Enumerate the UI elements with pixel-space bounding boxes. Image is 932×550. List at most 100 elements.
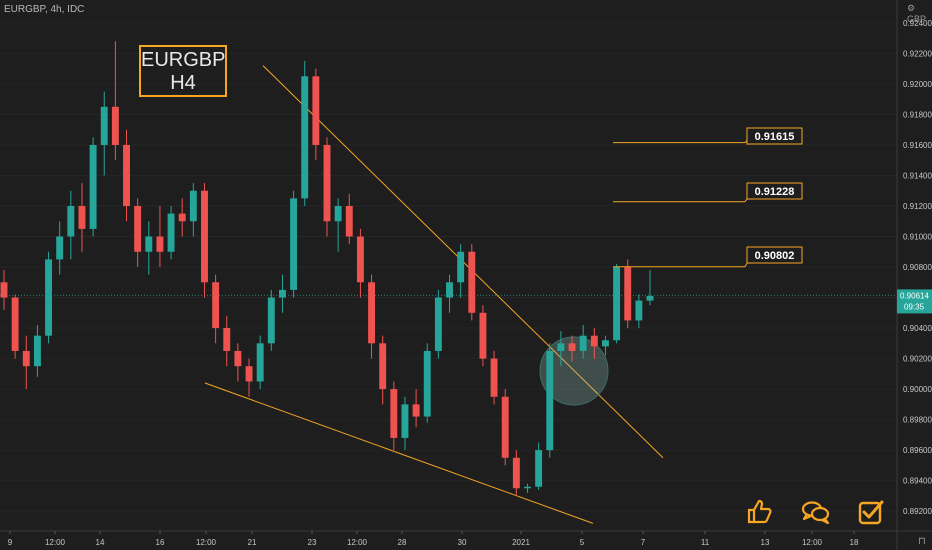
candle-body: [156, 236, 164, 252]
candle-body: [345, 205, 353, 237]
y-tick-label: 0.90000: [903, 385, 932, 394]
y-tick-label: 0.89600: [903, 446, 932, 455]
candle-body: [401, 404, 409, 438]
currency-label: ⚙ GBP: [907, 3, 932, 24]
price-level-label: 0.90802: [755, 250, 795, 262]
y-tick-label: 0.91000: [903, 233, 932, 242]
time-axis[interactable]: 9 12:00 14 16 12:00 21 23 12:00 28 30 2021 5 7 11 13 12…: [0, 530, 932, 547]
magnet-icon[interactable]: ⊓: [918, 536, 926, 547]
y-tick-label: 0.89200: [903, 507, 932, 516]
candle-body: [78, 205, 86, 229]
candle-body: [145, 236, 153, 252]
x-tick-label: 11: [701, 538, 710, 547]
settings-icon[interactable]: ⚙: [907, 3, 916, 13]
candle-body: [167, 213, 175, 252]
price-level-label: 0.91228: [755, 186, 795, 198]
candle-body: [67, 205, 75, 237]
candle-body: [457, 251, 465, 283]
y-tick-label: 0.91600: [903, 141, 932, 150]
x-tick-label: 21: [248, 538, 257, 547]
candle-body: [368, 282, 376, 344]
y-tick-label: 0.91800: [903, 110, 932, 119]
candle-body: [56, 236, 64, 260]
candle-body: [379, 343, 387, 390]
candles: [0, 41, 654, 496]
y-tick-label: 0.91400: [903, 171, 932, 180]
x-tick-label: 14: [96, 538, 105, 547]
candle-body: [178, 213, 186, 222]
price-level-label: 0.91615: [755, 131, 795, 143]
x-tick-label: 5: [580, 538, 585, 547]
candle-body: [189, 190, 197, 222]
price-level-box: [746, 246, 803, 264]
lower-trendline: [204, 382, 594, 524]
candle-body: [501, 396, 509, 458]
x-tick-label: 18: [850, 538, 859, 547]
current-price-value: 0.90614: [900, 291, 929, 300]
x-tick-label: 28: [398, 538, 407, 547]
candle-body: [0, 282, 8, 298]
candle-body: [535, 450, 543, 487]
y-tick-label: 0.92000: [903, 80, 932, 89]
candle-body: [601, 340, 609, 347]
candle-body: [479, 312, 487, 359]
candle-body: [22, 350, 30, 367]
candle-body: [490, 358, 498, 397]
candle-body: [557, 343, 565, 351]
candle-body: [613, 267, 621, 341]
candle-body: [267, 297, 275, 344]
candle-body: [546, 350, 554, 451]
candle-body: [512, 457, 520, 489]
candle-body: [356, 236, 364, 283]
title-line-2: H4: [170, 72, 196, 94]
y-tick-label: 0.89800: [903, 416, 932, 425]
candle-body: [524, 486, 531, 489]
candle-body: [590, 335, 598, 347]
x-tick-label: 12:00: [802, 538, 823, 547]
price-level-box: [746, 182, 803, 200]
price-levels: 0.91615 0.91228 0.90802: [613, 127, 803, 268]
y-tick-label: 0.92400: [903, 19, 932, 28]
candle-body: [111, 106, 119, 145]
trendlines: [204, 65, 664, 524]
candle-body: [256, 343, 264, 382]
title-line-1: EURGBP: [141, 49, 226, 71]
x-tick-label: 12:00: [45, 538, 66, 547]
candle-body: [278, 289, 286, 298]
candle-body: [123, 144, 130, 206]
candle-body: [635, 300, 643, 321]
currency-text: GBP: [907, 14, 927, 24]
x-tick-label: 23: [308, 538, 317, 547]
candle-body: [646, 296, 654, 301]
candle-body: [446, 282, 453, 298]
chat-bubbles-icon[interactable]: [801, 499, 831, 525]
candle-body: [568, 343, 576, 351]
candle-body: [390, 389, 398, 438]
candle-body: [468, 251, 476, 313]
candle-body: [290, 198, 298, 290]
y-tick-label: 0.90200: [903, 355, 932, 364]
x-tick-label: 2021: [512, 538, 530, 547]
x-tick-label: 13: [761, 538, 770, 547]
candle-body: [234, 350, 242, 367]
candle-body: [245, 366, 253, 382]
y-tick-label: 0.92200: [903, 49, 932, 58]
x-tick-label: 30: [458, 538, 467, 547]
thumbs-up-icon[interactable]: [746, 497, 774, 525]
y-tick-label: 0.90400: [903, 324, 932, 333]
x-tick-label: 9: [8, 538, 13, 547]
checkbox-icon[interactable]: [857, 498, 885, 526]
x-tick-label: 12:00: [196, 538, 217, 547]
candle-body: [134, 205, 142, 252]
candle-body: [11, 297, 19, 351]
y-tick-label: 0.90800: [903, 263, 932, 272]
candle-body: [212, 282, 220, 329]
price-axis[interactable]: 0.92400 0.92200 0.92000 0.91800 0.91600 0.914…: [896, 0, 932, 550]
candle-body: [201, 190, 208, 283]
candle-body: [33, 335, 41, 367]
title-box: EURGBP H4: [139, 45, 227, 97]
candle-body: [223, 328, 231, 351]
candle-body: [579, 335, 587, 351]
